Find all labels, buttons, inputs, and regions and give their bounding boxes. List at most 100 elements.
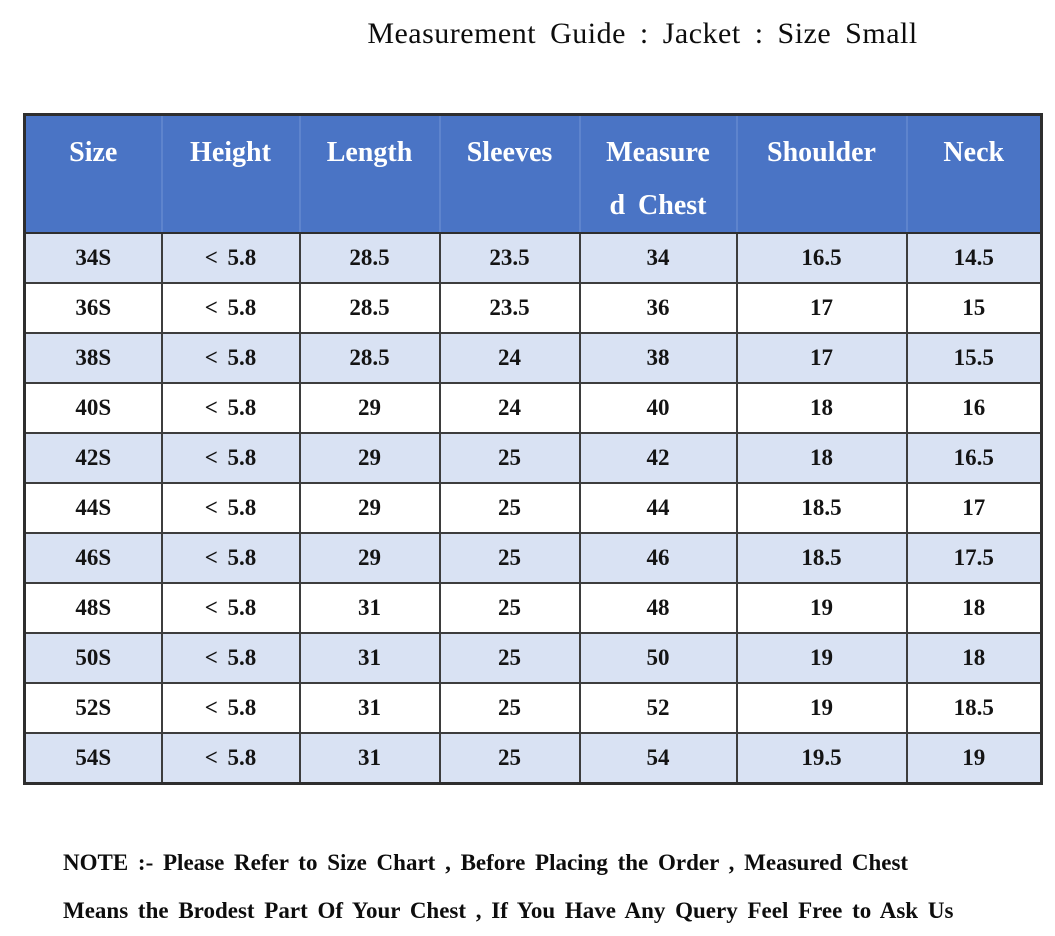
cell-sleeves: 23.5: [438, 232, 581, 284]
cell-measured-chest: 38: [578, 332, 738, 384]
cell-height: < 5.8: [160, 282, 301, 334]
cell-size: 50S: [23, 632, 163, 684]
cell-measured-chest: 52: [578, 682, 738, 734]
cell-shoulder: 19.5: [735, 732, 908, 784]
size-chart-table: Size Height Length Sleeves Measure d Chest Sho…: [23, 113, 1043, 785]
cell-length: 31: [298, 732, 441, 784]
cell-neck: 15: [905, 282, 1043, 334]
cell-height: < 5.8: [160, 682, 301, 734]
cell-sleeves: 25: [438, 482, 581, 534]
cell-neck: 18: [905, 632, 1043, 684]
cell-sleeves: 25: [438, 582, 581, 634]
cell-height: < 5.8: [160, 532, 301, 584]
cell-height: < 5.8: [160, 382, 301, 434]
column-header-measured-chest: Measure d Chest: [578, 113, 738, 234]
cell-height: < 5.8: [160, 432, 301, 484]
note-line-1: NOTE :- Please Refer to Size Chart , Bef…: [63, 850, 909, 875]
cell-size: 36S: [23, 282, 163, 334]
cell-measured-chest: 50: [578, 632, 738, 684]
cell-shoulder: 18.5: [735, 532, 908, 584]
cell-length: 29: [298, 382, 441, 434]
cell-sleeves: 24: [438, 382, 581, 434]
header-row: Size Height Length Sleeves Measure d Chest Sho…: [23, 113, 1043, 234]
cell-neck: 16: [905, 382, 1043, 434]
page-title: Measurement Guide : Jacket : Size Small: [367, 17, 918, 50]
cell-height: < 5.8: [160, 332, 301, 384]
cell-measured-chest: 48: [578, 582, 738, 634]
cell-size: 52S: [23, 682, 163, 734]
cell-shoulder: 18: [735, 432, 908, 484]
table-row: 40S < 5.8 29 24 40 18 16: [23, 382, 1043, 434]
cell-size: 46S: [23, 532, 163, 584]
cell-size: 38S: [23, 332, 163, 384]
cell-neck: 17: [905, 482, 1043, 534]
column-header-sleeves: Sleeves: [438, 113, 581, 234]
table-header: Size Height Length Sleeves Measure d Chest Sho…: [23, 113, 1043, 234]
cell-shoulder: 17: [735, 332, 908, 384]
cell-length: 28.5: [298, 332, 441, 384]
table-body: 34S < 5.8 28.5 23.5 34 16.5 14.5 36S < 5.8 28.5 23…: [23, 232, 1043, 784]
table-row: 46S < 5.8 29 25 46 18.5 17.5: [23, 532, 1043, 584]
cell-sleeves: 25: [438, 732, 581, 784]
cell-length: 28.5: [298, 232, 441, 284]
cell-shoulder: 19: [735, 682, 908, 734]
cell-size: 34S: [23, 232, 163, 284]
cell-sleeves: 25: [438, 682, 581, 734]
cell-neck: 15.5: [905, 332, 1043, 384]
cell-measured-chest: 34: [578, 232, 738, 284]
cell-neck: 14.5: [905, 232, 1043, 284]
column-header-neck: Neck: [905, 113, 1043, 234]
table-row: 52S < 5.8 31 25 52 19 18.5: [23, 682, 1043, 734]
cell-measured-chest: 42: [578, 432, 738, 484]
cell-height: < 5.8: [160, 232, 301, 284]
table-row: 34S < 5.8 28.5 23.5 34 16.5 14.5: [23, 232, 1043, 284]
cell-shoulder: 19: [735, 632, 908, 684]
cell-height: < 5.8: [160, 582, 301, 634]
cell-height: < 5.8: [160, 482, 301, 534]
table-row: 50S < 5.8 31 25 50 19 18: [23, 632, 1043, 684]
cell-length: 29: [298, 432, 441, 484]
table-row: 54S < 5.8 31 25 54 19.5 19: [23, 732, 1043, 784]
cell-size: 44S: [23, 482, 163, 534]
cell-neck: 19: [905, 732, 1043, 784]
cell-size: 48S: [23, 582, 163, 634]
cell-measured-chest: 46: [578, 532, 738, 584]
cell-measured-chest: 40: [578, 382, 738, 434]
cell-height: < 5.8: [160, 732, 301, 784]
cell-neck: 18: [905, 582, 1043, 634]
note-line-2: Means the Brodest Part Of Your Chest , I…: [63, 898, 954, 923]
cell-length: 28.5: [298, 282, 441, 334]
cell-measured-chest: 36: [578, 282, 738, 334]
cell-neck: 17.5: [905, 532, 1043, 584]
cell-length: 31: [298, 582, 441, 634]
cell-length: 29: [298, 482, 441, 534]
cell-shoulder: 18.5: [735, 482, 908, 534]
cell-sleeves: 25: [438, 532, 581, 584]
table-row: 44S < 5.8 29 25 44 18.5 17: [23, 482, 1043, 534]
table-row: 48S < 5.8 31 25 48 19 18: [23, 582, 1043, 634]
cell-shoulder: 19: [735, 582, 908, 634]
cell-length: 31: [298, 632, 441, 684]
table-row: 38S < 5.8 28.5 24 38 17 15.5: [23, 332, 1043, 384]
cell-shoulder: 17: [735, 282, 908, 334]
cell-measured-chest: 54: [578, 732, 738, 784]
column-header-size: Size: [23, 113, 163, 234]
cell-measured-chest: 44: [578, 482, 738, 534]
table-row: 36S < 5.8 28.5 23.5 36 17 15: [23, 282, 1043, 334]
column-header-shoulder: Shoulder: [735, 113, 908, 234]
table-row: 42S < 5.8 29 25 42 18 16.5: [23, 432, 1043, 484]
column-header-height: Height: [160, 113, 301, 234]
cell-length: 29: [298, 532, 441, 584]
cell-size: 54S: [23, 732, 163, 784]
cell-shoulder: 16.5: [735, 232, 908, 284]
cell-sleeves: 25: [438, 632, 581, 684]
cell-size: 42S: [23, 432, 163, 484]
cell-sleeves: 25: [438, 432, 581, 484]
cell-neck: 18.5: [905, 682, 1043, 734]
cell-height: < 5.8: [160, 632, 301, 684]
cell-size: 40S: [23, 382, 163, 434]
cell-shoulder: 18: [735, 382, 908, 434]
cell-length: 31: [298, 682, 441, 734]
cell-sleeves: 23.5: [438, 282, 581, 334]
cell-sleeves: 24: [438, 332, 581, 384]
